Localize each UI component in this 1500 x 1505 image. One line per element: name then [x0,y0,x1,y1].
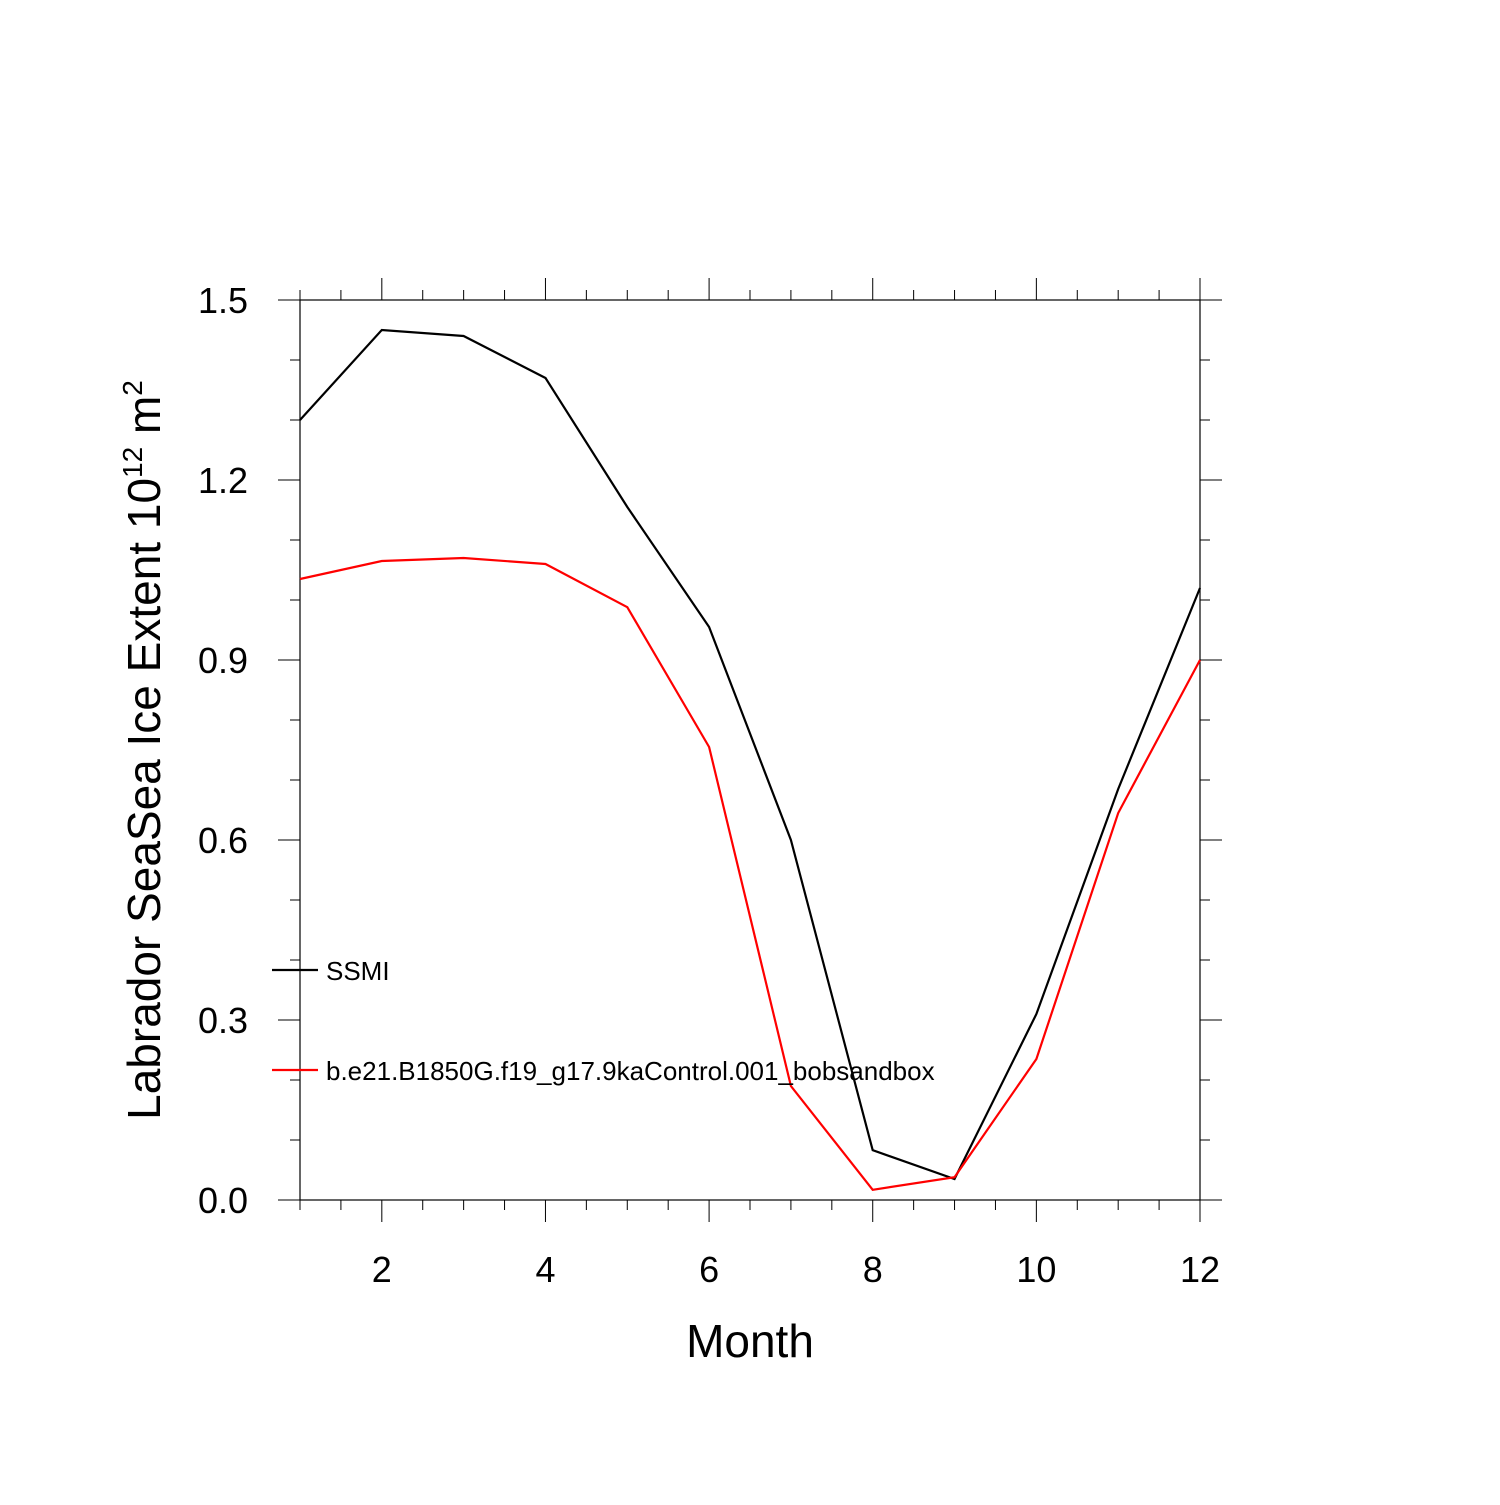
legend-label: b.e21.B1850G.f19_g17.9kaControl.001_bobs… [326,1056,935,1086]
y-axis-title-unit: m [118,396,170,447]
y-axis-title: Labrador SeaSea Ice Extent 1012 m2 [117,380,170,1120]
x-tick-label: 8 [863,1249,883,1290]
x-tick-label: 2 [372,1249,392,1290]
y-tick-label: 0.0 [198,1180,248,1221]
legend-label: SSMI [326,956,390,986]
x-tick-label: 12 [1180,1249,1220,1290]
series-line-2 [299,556,1201,1191]
legend: SSMI b.e21.B1850G.f19_g17.9kaControl.001_… [272,956,935,1086]
y-tick-label: 1.2 [198,460,248,501]
axis-ticks: 2 4 6 8 10 12 0.0 0.3 0.6 0.9 1.2 1.5 [198,278,1222,1290]
y-axis-title-exponent: 12 [117,447,148,478]
x-tick-label: 4 [535,1249,555,1290]
y-axis-title-unit-exponent: 2 [117,380,148,396]
x-tick-label: 10 [1016,1249,1056,1290]
y-axis-title-main: Labrador SeaSea Ice Extent 10 [118,478,170,1120]
x-axis-title: Month [686,1315,814,1367]
y-tick-label: 1.5 [198,280,248,321]
series-lines [299,328,1202,1191]
series-line-1 [299,328,1202,1181]
x-tick-label: 6 [699,1249,719,1290]
y-tick-label: 0.3 [198,1000,248,1041]
y-tick-label: 0.9 [198,640,248,681]
y-tick-label: 0.6 [198,820,248,861]
